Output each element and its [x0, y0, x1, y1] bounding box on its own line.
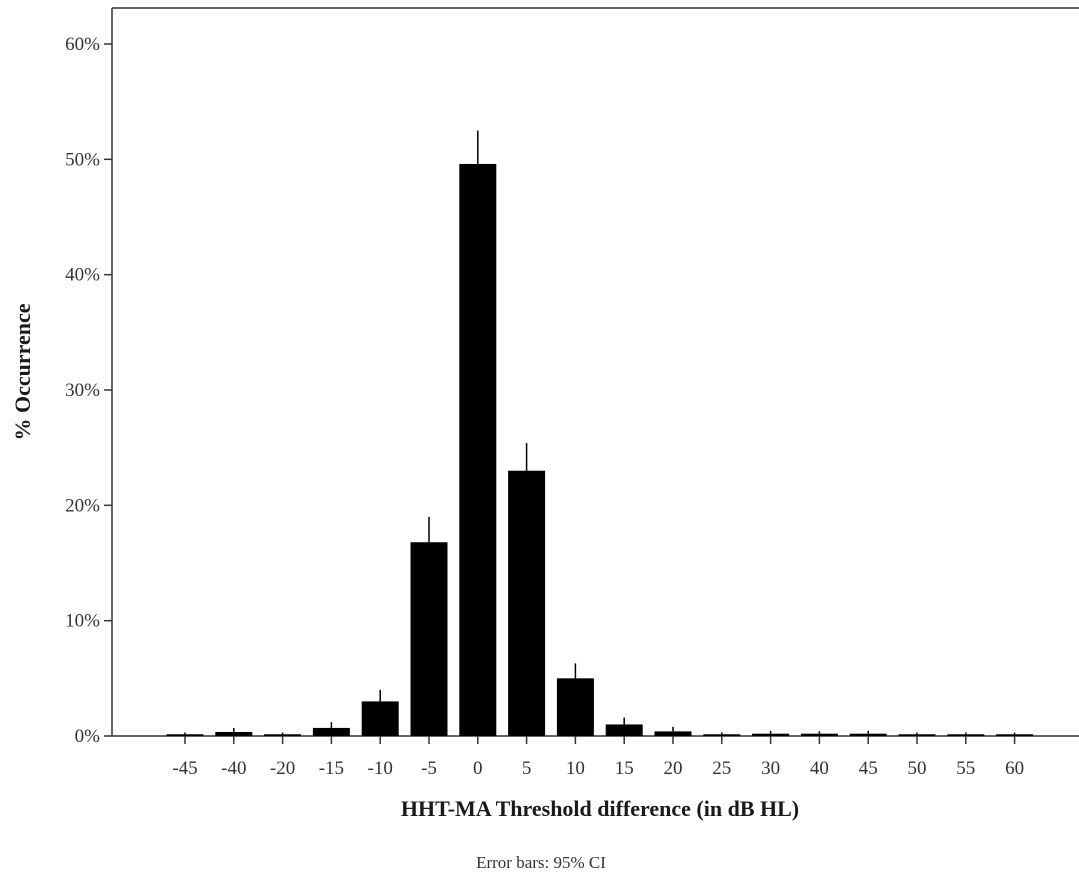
y-axis-ticks: 0% 10% 20% 30% 40% 50% 60%: [65, 34, 112, 747]
x-tick-label: 40: [810, 758, 829, 779]
bar: [459, 163, 497, 737]
bar: [898, 734, 936, 736]
x-tick-label: 50: [908, 758, 927, 779]
x-tick-label: 60: [1005, 758, 1024, 779]
y-tick-label: 0%: [75, 726, 101, 747]
x-tick-label: -45: [172, 758, 197, 779]
plot-frame: [111, 7, 1079, 737]
x-tick-label: 30: [761, 758, 780, 779]
bar: [947, 734, 985, 736]
bar: [605, 724, 643, 736]
x-tick-label: -10: [368, 758, 393, 779]
bar: [996, 734, 1034, 736]
x-tick-label: 25: [712, 758, 731, 779]
x-tick-label: 45: [859, 758, 878, 779]
x-axis-ticks: -45 -40 -20 -15 -10 -5 0 5 10 15 20 25 30 40 45 50 55 60: [172, 736, 1024, 779]
bar: [361, 701, 399, 736]
x-tick-label: 55: [956, 758, 975, 779]
x-tick-label: -5: [421, 758, 437, 779]
x-tick-label: 5: [522, 758, 532, 779]
y-tick-label: 60%: [65, 34, 100, 55]
x-tick-label: 10: [566, 758, 585, 779]
bar: [849, 733, 887, 736]
error-bar-note: Error bars: 95% CI: [476, 853, 606, 872]
y-tick-label: 40%: [65, 265, 100, 286]
x-tick-label: -20: [270, 758, 295, 779]
y-tick-label: 50%: [65, 149, 100, 170]
x-tick-label: 20: [664, 758, 683, 779]
bar: [508, 470, 546, 736]
bar: [166, 734, 204, 736]
bar: [215, 731, 253, 736]
x-tick-label: -15: [319, 758, 344, 779]
bar: [556, 678, 594, 736]
x-tick-label: 0: [473, 758, 483, 779]
bar: [312, 727, 350, 736]
x-tick-label: 15: [615, 758, 634, 779]
y-tick-label: 10%: [65, 611, 100, 632]
error-bars: [184, 130, 1016, 735]
y-tick-label: 30%: [65, 380, 100, 401]
bar: [264, 734, 302, 736]
bars: [166, 163, 1034, 737]
bar: [752, 733, 790, 736]
x-tick-label: -40: [221, 758, 246, 779]
bar: [703, 734, 741, 736]
y-tick-label: 20%: [65, 495, 100, 516]
x-axis-title: HHT-MA Threshold difference (in dB HL): [401, 796, 799, 821]
bar: [800, 733, 838, 736]
bar: [410, 542, 448, 736]
y-axis-title: % Occurrence: [10, 303, 35, 440]
bar: [654, 731, 692, 736]
